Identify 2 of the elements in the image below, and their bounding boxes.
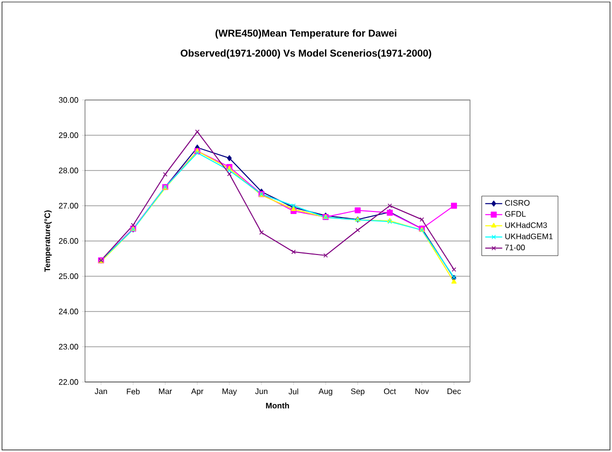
chart-title: (WRE450)Mean Temperature for Dawei (216, 29, 396, 39)
chart-subtitle: Observed(1971-2000) Vs Model Scenerios(1971-2000) (180, 49, 432, 59)
